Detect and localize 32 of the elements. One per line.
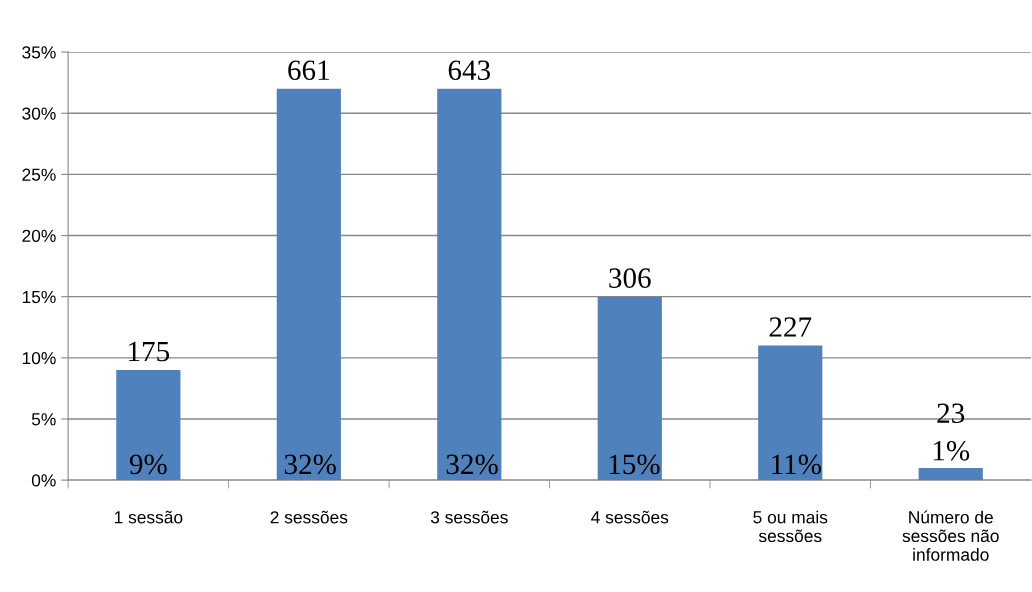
data-label: 15% — [609, 454, 660, 475]
x-tick-label: 1 sessão — [114, 510, 183, 524]
y-tick-label: 25% — [22, 168, 56, 181]
x-tick-label: Número de sessões não informado — [902, 510, 999, 561]
bar — [437, 88, 502, 481]
annotation: 23 — [937, 403, 965, 424]
bar — [116, 370, 181, 481]
x-tick-label: 3 sessões — [430, 510, 508, 524]
y-tick-label: 35% — [22, 46, 56, 59]
data-label: 11% — [772, 454, 821, 475]
annotation: 175 — [129, 341, 170, 362]
data-label: 32% — [284, 454, 336, 475]
y-tick-label: 20% — [22, 229, 56, 242]
x-tick-label: 4 sessões — [591, 510, 669, 524]
data-label: 9% — [129, 454, 167, 475]
y-tick-label: 30% — [22, 107, 56, 120]
bar — [276, 88, 341, 481]
y-tick-label: 15% — [22, 290, 56, 304]
annotation: 661 — [288, 60, 329, 81]
y-tick-label: 10% — [22, 351, 56, 365]
bar — [918, 467, 983, 481]
x-tick-label: 5 ou mais sessões — [753, 510, 828, 543]
y-tick-label: 5% — [31, 413, 56, 426]
data-label: 32% — [446, 454, 498, 475]
bar — [758, 345, 823, 481]
annotation: 643 — [448, 60, 491, 81]
bar — [597, 296, 662, 481]
data-label: 1% — [933, 440, 970, 461]
annotation: 227 — [769, 317, 812, 337]
y-tick-label: 0% — [31, 474, 56, 487]
x-tick-label: 2 sessões — [270, 510, 348, 524]
annotation: 306 — [609, 268, 651, 288]
